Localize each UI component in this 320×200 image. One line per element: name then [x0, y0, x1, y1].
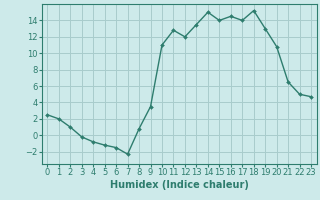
X-axis label: Humidex (Indice chaleur): Humidex (Indice chaleur)	[110, 180, 249, 190]
